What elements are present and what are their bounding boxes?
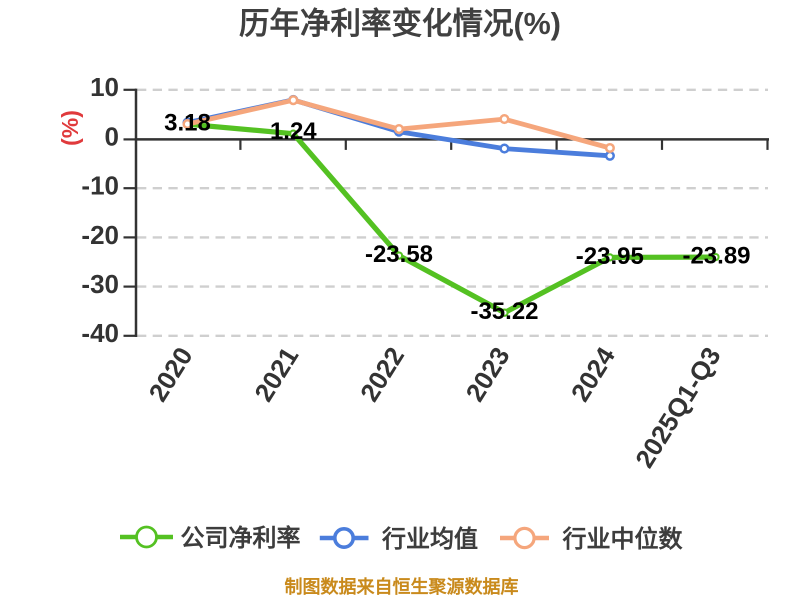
svg-text:(%): (%) [57,110,83,146]
svg-text:-35.22: -35.22 [470,298,538,325]
svg-text:公司净利率: 公司净利率 [181,524,301,552]
svg-text:0: 0 [105,121,119,151]
svg-text:行业中位数: 行业中位数 [562,525,684,553]
svg-text:10: 10 [90,72,119,102]
svg-text:历年净利率变化情况(%): 历年净利率变化情况(%) [239,6,561,41]
svg-text:-10: -10 [81,171,119,201]
svg-text:行业均值: 行业均值 [381,525,478,553]
svg-text:-23.95: -23.95 [576,243,644,270]
svg-text:-23.89: -23.89 [682,243,750,270]
svg-text:-30: -30 [81,269,119,299]
svg-text:制图数据来自恒生聚源数据库: 制图数据来自恒生聚源数据库 [285,576,519,597]
svg-text:-23.58: -23.58 [365,241,433,268]
svg-text:3.18: 3.18 [164,110,211,137]
svg-text:-40: -40 [81,318,119,348]
svg-text:1.24: 1.24 [270,118,317,145]
svg-text:-20: -20 [81,220,119,250]
